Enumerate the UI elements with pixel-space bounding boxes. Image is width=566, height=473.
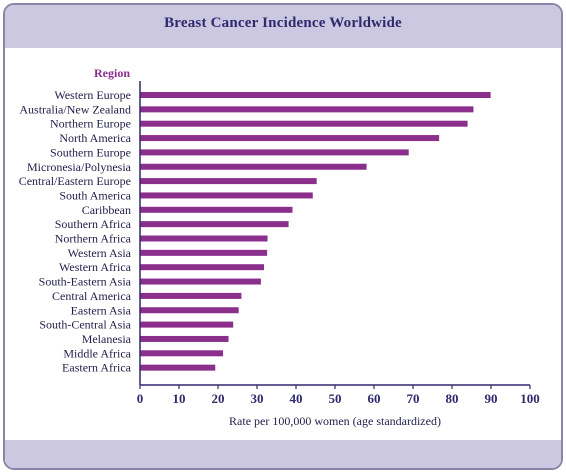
- bar: [140, 335, 229, 342]
- x-tick-label: 70: [407, 391, 420, 406]
- x-tick-label: 0: [137, 391, 144, 406]
- category-label: Eastern Asia: [71, 303, 132, 317]
- category-label: Melanesia: [82, 332, 132, 346]
- bar: [140, 163, 367, 170]
- x-axis-label: Rate per 100,000 women (age standardized…: [229, 414, 441, 428]
- category-label: Northern Africa: [55, 232, 132, 246]
- bar: [140, 135, 440, 142]
- bar: [140, 307, 239, 314]
- bar: [140, 221, 289, 228]
- header-band: Breast Cancer Incidence Worldwide: [5, 5, 561, 48]
- category-label: Middle Africa: [63, 346, 131, 360]
- bar: [140, 249, 268, 256]
- chart-title: Breast Cancer Incidence Worldwide: [164, 15, 402, 31]
- category-label: Central/Eastern Europe: [19, 174, 131, 188]
- bar: [140, 92, 491, 98]
- x-tick-label: 80: [446, 391, 459, 406]
- category-label: Australia/New Zealand: [19, 102, 131, 116]
- category-label: Western Europe: [54, 88, 131, 102]
- x-tick-label: 60: [368, 391, 381, 406]
- footer-band: [5, 440, 561, 468]
- category-label: Southern Africa: [55, 217, 132, 231]
- bar: [140, 321, 234, 328]
- category-label: Western Africa: [59, 260, 132, 274]
- x-tick-label: 20: [212, 391, 225, 406]
- chart-frame: Breast Cancer Incidence Worldwide Region…: [3, 3, 563, 470]
- bar: [140, 278, 261, 285]
- bar: [140, 264, 265, 271]
- category-label: South-Central Asia: [39, 318, 131, 332]
- bar: [140, 106, 474, 113]
- category-label: Caribbean: [82, 203, 131, 217]
- category-label: Southern Europe: [50, 145, 131, 159]
- category-label: Micronesia/Polynesia: [27, 160, 132, 174]
- x-tick-label: 50: [329, 391, 342, 406]
- bar: [140, 192, 313, 199]
- category-label: Western Asia: [68, 246, 132, 260]
- category-label: Central America: [52, 289, 132, 303]
- category-label: South America: [59, 188, 131, 202]
- x-tick-label: 10: [173, 391, 186, 406]
- bar: [140, 364, 216, 371]
- category-axis-label: Region: [94, 66, 130, 80]
- bar: [140, 149, 409, 156]
- bar: [140, 120, 468, 127]
- x-tick-label: 100: [520, 391, 540, 406]
- bar: [140, 292, 242, 299]
- bar: [140, 350, 224, 357]
- category-label: South-Eastern Asia: [39, 275, 132, 289]
- x-tick-label: 30: [251, 391, 264, 406]
- category-label: Eastern Africa: [62, 361, 132, 375]
- category-label: Northern Europe: [50, 117, 131, 131]
- bar: [140, 178, 317, 185]
- x-tick-label: 40: [290, 391, 303, 406]
- x-tick-label: 90: [485, 391, 498, 406]
- bar: [140, 206, 293, 213]
- bar: [140, 235, 268, 242]
- category-label: North America: [59, 131, 131, 145]
